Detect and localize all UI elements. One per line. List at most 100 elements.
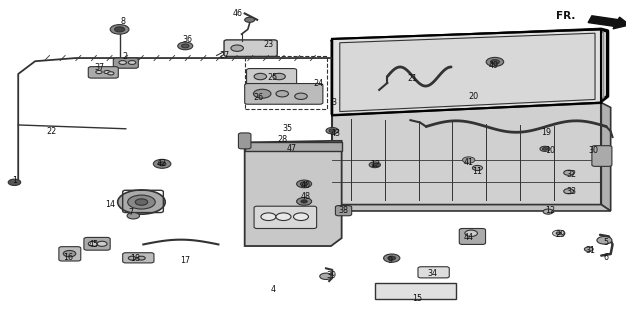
Circle shape <box>129 256 136 260</box>
Text: 29: 29 <box>556 230 566 239</box>
Text: 24: 24 <box>314 79 324 88</box>
Text: 28: 28 <box>277 135 287 144</box>
Text: 34: 34 <box>428 268 438 278</box>
Text: 46: 46 <box>232 9 242 18</box>
Polygon shape <box>245 141 342 246</box>
Text: 20: 20 <box>468 92 478 101</box>
Circle shape <box>115 27 125 32</box>
Text: 5: 5 <box>604 238 609 247</box>
Circle shape <box>543 209 553 214</box>
Circle shape <box>177 42 192 50</box>
Text: 47: 47 <box>287 144 297 153</box>
Polygon shape <box>340 33 595 112</box>
Circle shape <box>329 129 335 132</box>
Text: 21: 21 <box>408 74 418 83</box>
Circle shape <box>300 182 308 186</box>
Circle shape <box>293 213 308 220</box>
Circle shape <box>129 60 136 64</box>
Text: 13: 13 <box>370 160 380 169</box>
Text: 43: 43 <box>330 129 340 138</box>
FancyBboxPatch shape <box>418 267 450 278</box>
Circle shape <box>63 251 76 257</box>
FancyBboxPatch shape <box>84 237 110 250</box>
FancyBboxPatch shape <box>254 206 317 228</box>
Text: 44: 44 <box>463 233 473 242</box>
Text: 15: 15 <box>412 294 422 303</box>
Circle shape <box>552 230 565 236</box>
FancyBboxPatch shape <box>88 67 119 78</box>
Bar <box>375 283 456 299</box>
Text: 22: 22 <box>47 127 57 136</box>
FancyBboxPatch shape <box>113 58 139 68</box>
Circle shape <box>159 162 166 166</box>
Circle shape <box>104 70 110 74</box>
Polygon shape <box>601 103 611 211</box>
Text: 11: 11 <box>472 167 482 176</box>
Text: 7: 7 <box>129 208 134 217</box>
Circle shape <box>154 159 171 168</box>
Text: 25: 25 <box>268 73 278 82</box>
Circle shape <box>486 57 503 66</box>
Circle shape <box>96 70 102 74</box>
Polygon shape <box>332 29 601 116</box>
Circle shape <box>301 200 307 203</box>
Circle shape <box>254 73 266 80</box>
Circle shape <box>276 213 291 220</box>
Circle shape <box>556 232 561 235</box>
Text: 3: 3 <box>331 98 336 107</box>
Circle shape <box>231 45 243 51</box>
Circle shape <box>326 127 339 134</box>
Circle shape <box>97 241 107 246</box>
Text: 38: 38 <box>339 206 349 215</box>
Circle shape <box>542 148 547 150</box>
Text: FR.: FR. <box>556 11 575 21</box>
Text: 36: 36 <box>182 35 192 44</box>
FancyBboxPatch shape <box>459 228 485 244</box>
Circle shape <box>490 60 499 64</box>
FancyBboxPatch shape <box>238 133 251 149</box>
Circle shape <box>276 91 288 97</box>
Circle shape <box>540 146 550 151</box>
Circle shape <box>181 44 189 48</box>
Circle shape <box>462 157 475 163</box>
Bar <box>245 142 342 151</box>
Text: 27: 27 <box>219 51 229 60</box>
Text: 8: 8 <box>120 17 125 26</box>
Text: 14: 14 <box>105 200 115 209</box>
FancyBboxPatch shape <box>246 68 297 85</box>
Circle shape <box>297 197 312 205</box>
Circle shape <box>295 93 307 100</box>
Text: 17: 17 <box>180 256 191 265</box>
FancyBboxPatch shape <box>59 247 81 261</box>
Circle shape <box>320 273 332 279</box>
Text: 26: 26 <box>253 93 263 102</box>
Text: 40: 40 <box>301 181 311 190</box>
Circle shape <box>564 170 574 175</box>
Text: 19: 19 <box>541 128 551 137</box>
Text: 42: 42 <box>157 159 167 168</box>
Circle shape <box>369 162 381 168</box>
Circle shape <box>273 73 285 80</box>
Text: 48: 48 <box>301 192 311 201</box>
Circle shape <box>584 247 593 252</box>
Circle shape <box>108 72 114 75</box>
Circle shape <box>597 236 612 244</box>
Text: 9: 9 <box>387 256 393 265</box>
FancyBboxPatch shape <box>592 146 612 166</box>
Circle shape <box>384 254 400 262</box>
Text: 10: 10 <box>545 146 555 155</box>
Text: 45: 45 <box>88 240 98 249</box>
FancyBboxPatch shape <box>245 84 323 104</box>
Bar <box>245 56 327 109</box>
FancyBboxPatch shape <box>123 253 154 263</box>
Text: 12: 12 <box>545 206 555 215</box>
Circle shape <box>245 17 255 22</box>
Circle shape <box>138 256 145 260</box>
Circle shape <box>127 212 140 219</box>
Circle shape <box>564 189 574 194</box>
Text: 41: 41 <box>463 158 473 167</box>
Text: 49: 49 <box>488 60 498 69</box>
Polygon shape <box>332 103 601 204</box>
Circle shape <box>135 199 148 205</box>
Text: 2: 2 <box>122 52 127 61</box>
